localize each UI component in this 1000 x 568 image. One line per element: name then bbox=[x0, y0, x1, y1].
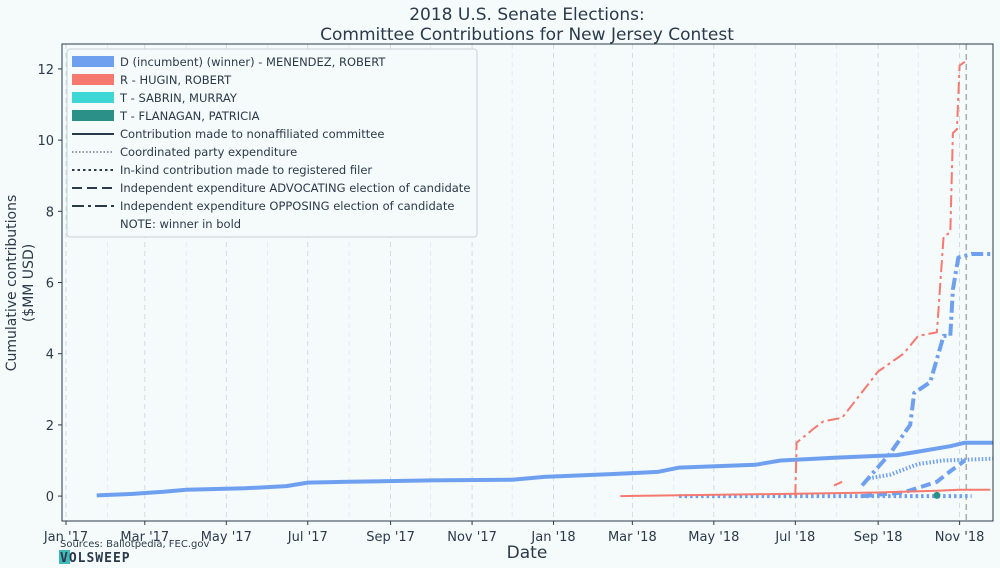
y-axis-label-line2: ($MM USD) bbox=[21, 244, 37, 322]
legend-label: Independent expenditure OPPOSING electio… bbox=[120, 199, 454, 213]
legend-swatch bbox=[72, 110, 114, 121]
legend-label: D (incumbent) (winner) - MENENDEZ, ROBER… bbox=[120, 55, 386, 69]
x-tick-label: Jan '18 bbox=[530, 530, 575, 545]
y-tick-label: 10 bbox=[37, 134, 54, 149]
legend-swatch bbox=[72, 74, 114, 85]
x-tick-label: Jan '17 bbox=[43, 530, 88, 545]
legend-label: R - HUGIN, ROBERT bbox=[120, 73, 232, 87]
x-tick-label: May '17 bbox=[201, 530, 252, 545]
y-tick-label: 0 bbox=[46, 490, 54, 505]
legend-label: T - FLANAGAN, PATRICIA bbox=[119, 109, 260, 123]
chart-title-line2: Committee Contributions for New Jersey C… bbox=[320, 25, 734, 45]
legend-swatch bbox=[72, 56, 114, 67]
y-axis-label-line1: Cumulative contributions bbox=[4, 195, 20, 372]
legend-label: In-kind contribution made to registered … bbox=[120, 163, 372, 177]
x-tick-label: May '18 bbox=[688, 530, 739, 545]
x-axis-label: Date bbox=[507, 543, 548, 563]
series-flanagan-nonaffiliated-point bbox=[933, 491, 941, 499]
x-tick-label: Mar '18 bbox=[608, 530, 657, 545]
series-menendez-nonaffiliated bbox=[96, 440, 993, 498]
x-tick-label: Jul '18 bbox=[774, 530, 815, 545]
x-tick-label: Jul '17 bbox=[287, 530, 328, 545]
y-tick-label: 8 bbox=[46, 205, 54, 220]
series-menendez-advocating bbox=[861, 458, 967, 499]
series-hugin-advocating bbox=[833, 480, 843, 487]
x-axis: Jan '17 Mar '17 May '17 Jul '17 Sep '17 Nov '… bbox=[43, 521, 985, 545]
y-tick-label: 4 bbox=[46, 348, 54, 363]
logo-text: VOLSWEEP bbox=[60, 551, 131, 566]
x-tick-label: Nov '18 bbox=[935, 530, 985, 545]
chart-title-line1: 2018 U.S. Senate Elections: bbox=[409, 5, 645, 25]
series-hugin-opposing bbox=[794, 60, 966, 497]
legend-label: Coordinated party expenditure bbox=[120, 145, 297, 159]
legend-label: Independent expenditure ADVOCATING elect… bbox=[120, 181, 470, 195]
y-tick-label: 2 bbox=[46, 419, 54, 434]
y-axis: 0 2 4 6 8 10 12 bbox=[37, 63, 62, 505]
legend-note: NOTE: winner in bold bbox=[120, 217, 241, 231]
source-note: Sources: Ballotpedia, FEC.gov bbox=[60, 539, 209, 550]
series-hugin-nonaffiliated bbox=[620, 488, 991, 498]
y-tick-label: 6 bbox=[46, 277, 54, 292]
grid bbox=[65, 44, 961, 521]
volsweep-logo: VOLSWEEP bbox=[59, 550, 131, 566]
x-tick-label: Sep '17 bbox=[366, 530, 415, 545]
legend-label: Contribution made to nonaffiliated commi… bbox=[120, 127, 384, 141]
x-tick-label: Mar '17 bbox=[120, 530, 169, 545]
series-menendez-opposing bbox=[860, 252, 991, 487]
x-tick-label: Sep '18 bbox=[854, 530, 903, 545]
legend-swatch bbox=[72, 92, 114, 103]
series-group bbox=[96, 60, 994, 499]
legend-box bbox=[66, 48, 478, 238]
legend-label: T - SABRIN, MURRAY bbox=[119, 91, 238, 105]
series-menendez-coordinated bbox=[868, 456, 994, 481]
x-tick-label: Nov '17 bbox=[447, 530, 497, 545]
legend: D (incumbent) (winner) - MENENDEZ, ROBER… bbox=[66, 48, 478, 238]
y-tick-label: 12 bbox=[37, 63, 54, 78]
